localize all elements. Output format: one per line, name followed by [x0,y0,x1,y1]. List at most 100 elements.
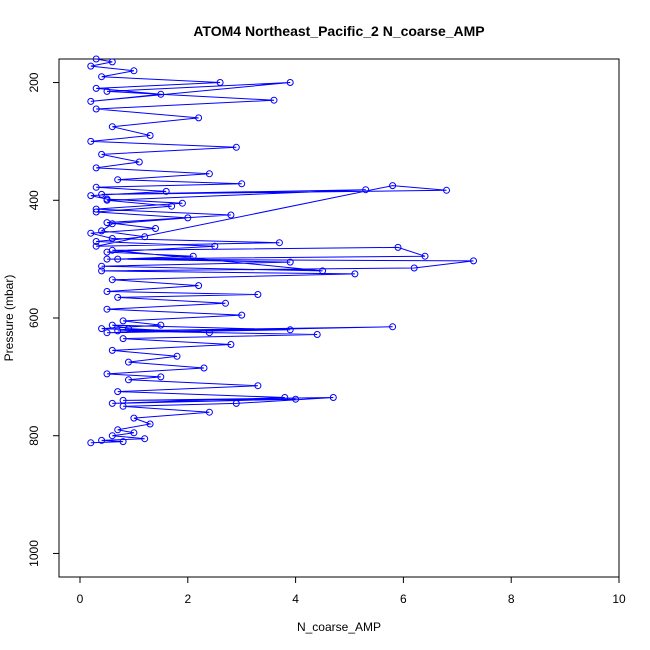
data-point [114,426,122,434]
x-tick-label: 8 [508,592,515,606]
data-point [87,439,95,447]
data-point [389,323,397,331]
data-point [108,123,116,131]
data-point [421,252,429,260]
data-point [108,276,116,284]
data-point [103,87,111,95]
data-point [108,58,116,66]
y-tick-label: 1000 [27,540,41,567]
data-point [103,305,111,313]
data-point [184,214,192,222]
x-tick-label: 10 [612,592,626,606]
data-point [173,352,181,360]
data-point [205,329,213,337]
data-point [232,399,240,407]
data-point [146,420,154,428]
y-axis-label: Pressure (mbar) [2,275,16,362]
data-point [92,105,100,113]
data-point [238,180,246,188]
data-point [189,252,197,260]
data-point [141,233,149,241]
data-point [108,246,116,254]
data-point [114,176,122,184]
data-point [125,376,132,384]
data-point [119,402,127,410]
x-tick-label: 2 [184,592,191,606]
data-point [157,321,165,329]
data-point [114,327,122,335]
data-point [125,325,132,333]
data-point [103,196,111,204]
data-point [195,282,203,290]
data-point [292,395,300,403]
data-point [87,229,95,237]
x-axis: 0 2 4 6 8 10 [77,576,626,606]
data-point [98,262,106,270]
chart-title: ATOM4 Northeast_Pacific_2 N_coarse_AMP [193,23,484,39]
data-point [286,258,294,266]
data-point [141,435,149,443]
data-point [470,257,477,265]
data-point [227,341,235,348]
data-point [362,186,370,194]
data-point [92,242,100,250]
data-point [92,205,100,213]
data-point [351,270,359,278]
y-tick-label: 800 [27,425,41,445]
data-point [205,170,213,178]
data-point [281,394,289,401]
series-line [90,58,474,444]
data-point [286,79,294,86]
data-point [125,358,132,366]
data-point [157,90,165,98]
data-point [130,429,138,437]
data-point [87,192,95,200]
data-point [200,364,208,372]
data-point [232,143,240,151]
data-point [103,255,111,263]
data-point [92,55,100,63]
data-point [114,388,122,396]
data-point [130,67,138,75]
data-point [103,288,111,295]
data-point [157,373,165,381]
y-axis: 200 400 600 800 1000 [27,72,60,567]
data-point [98,73,106,81]
data-point [410,264,418,272]
y-tick-label: 200 [27,72,41,92]
data-point [162,187,170,195]
data-point [195,114,203,122]
data-point [108,321,116,329]
data-point [98,190,106,198]
data-point [222,299,229,307]
data-point [92,84,100,92]
data-point [98,150,106,158]
data-point [329,394,337,401]
data-point [205,408,213,416]
data-point [87,137,95,145]
data-point [119,335,127,343]
data-point [119,317,127,325]
data-point [114,255,122,263]
data-point [178,199,186,207]
data-point [92,164,100,172]
data-point [168,202,176,210]
data-point [103,370,111,378]
data-point [254,382,262,390]
y-tick-label: 400 [27,190,41,210]
data-point [275,239,283,247]
data-point [108,432,116,440]
data-point [98,325,106,333]
data-point [286,326,294,334]
data-point [319,267,327,275]
data-point [98,267,106,275]
data-point [130,414,138,422]
data-point [443,186,450,194]
data-point [114,293,122,301]
data-point [394,243,402,251]
data-point [108,235,116,242]
data-point [238,311,246,319]
data-point [98,227,106,235]
data-point [119,438,127,446]
